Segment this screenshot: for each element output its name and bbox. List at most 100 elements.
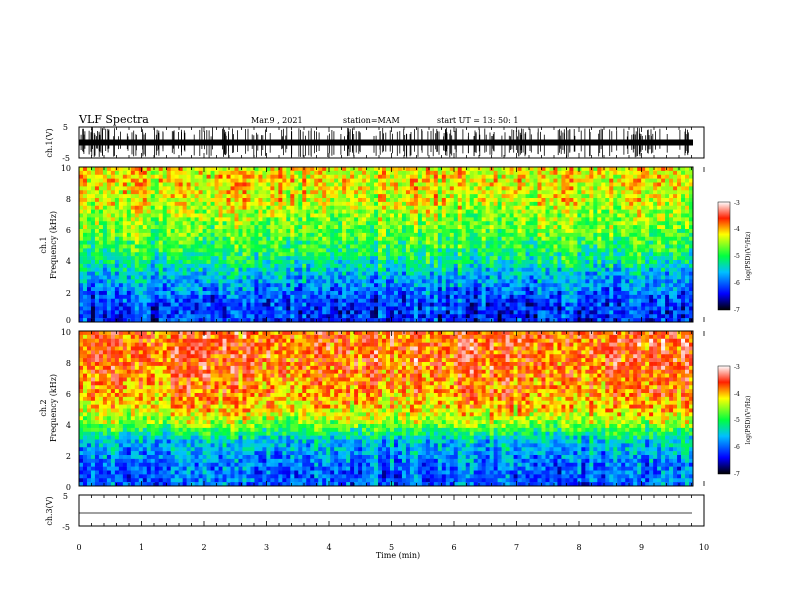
spectrogram-cell [222,209,227,214]
spectrogram-cell [382,229,387,234]
spectrogram-cell [82,275,88,280]
spectrogram-cell [118,232,124,238]
spectrogram-cell [445,310,451,315]
spectrogram-cell [114,256,120,261]
spectrogram-cell [254,182,259,187]
spectrogram-cell [294,256,299,261]
spectrogram-cell [473,198,478,203]
spectrogram-cell [533,178,538,183]
spectrogram-cell [158,294,164,300]
spectrogram-cell [342,310,347,315]
spectrogram-cell [469,271,475,276]
spectrogram-cell [98,232,104,238]
spectrogram-cell [378,178,383,183]
spectrogram-cell [82,302,88,307]
spectrogram-cell [250,306,255,311]
spectrogram-cell [310,287,315,292]
spectrogram-cell [150,174,156,179]
spectrogram-cell [118,217,124,222]
spectrogram-cell [378,283,383,288]
spectrogram-cell [202,306,207,311]
spectrogram-cell [302,275,307,280]
spectrogram-cell [286,302,291,307]
spectrogram-cell [354,287,359,292]
spectrogram-cell [218,256,223,261]
spectrogram-cell [421,267,427,272]
spectrogram-cell [497,256,502,261]
spectrogram-cell [517,260,522,265]
spectrogram-cell [322,271,327,276]
spectrogram-cell [549,186,554,191]
spectrogram-cell [90,209,96,214]
spectrogram-cell [98,225,104,230]
spectrogram-cell [262,298,267,303]
spectrogram-cell [541,283,546,288]
spectrogram-cell [529,267,534,272]
spectrogram-cell [461,263,467,269]
spectrogram-cell [186,302,191,307]
spectrogram-cell [334,267,339,272]
spectrogram-cell [254,221,259,226]
spectrogram-cell [382,260,387,265]
spectrogram-cell [362,318,367,323]
spectrogram-cell [94,248,100,253]
spectrogram-cell [242,244,247,249]
spectrogram-cell [142,229,148,234]
spectrogram-cell [98,170,104,176]
spectrogram-cell [545,271,550,276]
spectrogram-cell [449,236,455,241]
spectrogram-cell [421,260,427,265]
spectrogram-cell [134,263,140,269]
spectrogram-cell [374,186,379,191]
spectrogram-cell [206,167,211,172]
spectrogram-cell [405,318,411,323]
spectrogram-cell [445,240,451,245]
spectrogram-cell [146,263,152,269]
spectrogram-cell [342,260,347,265]
spectrogram-cell [226,279,231,284]
spectrogram-cell [302,236,307,241]
spectrogram-cell [429,263,435,269]
spectrogram-cell [210,198,215,203]
spectrogram-cell [437,201,443,207]
spectrogram-cell [298,302,303,307]
spectrogram-cell [250,298,255,303]
spectrogram-cell [477,260,482,265]
spectrogram-cell [477,287,482,292]
spectrogram-cell [465,291,471,296]
spectrogram-cell [409,314,415,319]
spectrogram-cell [302,302,307,307]
spectrogram-cell [437,283,443,288]
spectrogram-cell [110,260,116,265]
spectrogram-cell [525,298,530,303]
spectrogram-cell [405,225,411,230]
spectrogram-cell [354,198,359,203]
spectrogram-cell [350,213,355,218]
spectrogram-cell [413,291,419,296]
spectrogram-cell [386,229,391,234]
spectrogram-cell [473,279,478,284]
spectrogram-cell [306,267,311,272]
spectrogram-cell [473,291,478,296]
spectrogram-cell [389,182,395,187]
spectrogram-cell [433,186,439,191]
spectrogram-cell [358,267,363,272]
spectrogram-cell [90,287,96,292]
spectrogram-cell [525,167,530,172]
spectrogram-cell [79,194,84,199]
spectrogram-cell [505,287,510,292]
spectrogram-cell [154,244,160,249]
spectrogram-cell [334,256,339,261]
spectrogram-cell [278,229,283,234]
spectrogram-cell [497,182,502,187]
spectrogram-cell [413,232,419,238]
spectrogram-cell [382,275,387,280]
spectrogram-cell [254,232,259,238]
spectrogram-cell [366,306,371,311]
spectrogram-cell [525,205,530,210]
spectrogram-cell [429,275,435,280]
spectrogram-cell [298,306,303,311]
spectrogram-cell [350,314,355,319]
spectrogram-cell [214,306,219,311]
spectrogram-cell [437,209,443,214]
